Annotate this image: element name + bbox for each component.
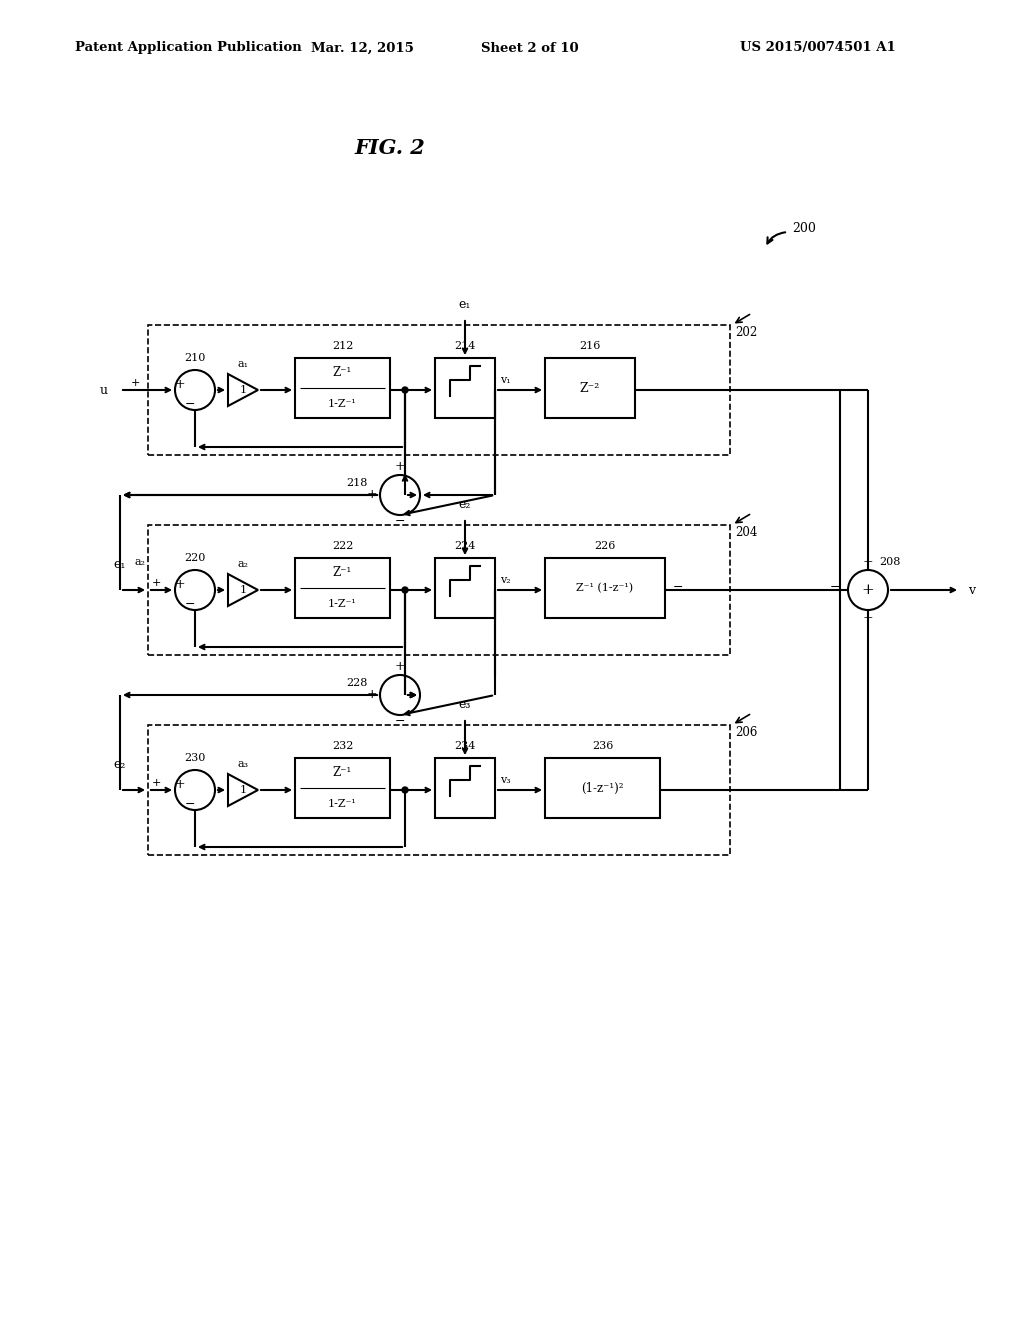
Text: +: + xyxy=(394,660,406,673)
Text: 1: 1 xyxy=(240,385,247,395)
Text: 234: 234 xyxy=(455,741,476,751)
Text: US 2015/0074501 A1: US 2015/0074501 A1 xyxy=(740,41,896,54)
Text: e₃: e₃ xyxy=(459,698,471,711)
Text: −: − xyxy=(829,581,840,594)
Text: 232: 232 xyxy=(332,741,353,751)
Text: −: − xyxy=(184,598,196,610)
Text: Mar. 12, 2015: Mar. 12, 2015 xyxy=(310,41,414,54)
Text: +: + xyxy=(152,777,161,788)
Text: v₂: v₂ xyxy=(500,576,511,585)
Text: 202: 202 xyxy=(735,326,758,339)
Text: 1-Z⁻¹: 1-Z⁻¹ xyxy=(328,599,357,609)
Text: Z⁻¹: Z⁻¹ xyxy=(333,565,352,578)
Text: e₂: e₂ xyxy=(114,759,126,771)
Text: 226: 226 xyxy=(594,541,615,550)
Bar xyxy=(295,358,390,418)
Text: Z⁻¹ (1-z⁻¹): Z⁻¹ (1-z⁻¹) xyxy=(577,583,634,593)
Text: 1-Z⁻¹: 1-Z⁻¹ xyxy=(328,799,357,809)
Text: a₂: a₂ xyxy=(134,557,145,568)
Text: 214: 214 xyxy=(455,341,476,351)
Text: v: v xyxy=(968,583,975,597)
Bar xyxy=(148,525,730,655)
Text: a₂: a₂ xyxy=(238,558,249,569)
Text: −: − xyxy=(184,397,196,411)
Text: u: u xyxy=(100,384,108,396)
Circle shape xyxy=(402,387,408,393)
Bar xyxy=(435,758,495,818)
Circle shape xyxy=(848,570,888,610)
Text: FIG. 2: FIG. 2 xyxy=(354,139,425,158)
Text: −: − xyxy=(394,515,406,528)
Text: (1-z⁻¹)²: (1-z⁻¹)² xyxy=(582,781,624,795)
Text: a₁: a₁ xyxy=(238,359,249,370)
Text: Z⁻²: Z⁻² xyxy=(580,381,600,395)
Text: v₁: v₁ xyxy=(500,375,511,385)
Polygon shape xyxy=(228,574,258,606)
Text: 206: 206 xyxy=(735,726,758,739)
Text: +: + xyxy=(130,378,139,388)
Text: +: + xyxy=(175,578,185,591)
Bar xyxy=(295,558,390,618)
Bar xyxy=(435,558,495,618)
Text: +: + xyxy=(175,779,185,792)
Circle shape xyxy=(380,675,420,715)
Text: v₃: v₃ xyxy=(500,775,511,785)
Polygon shape xyxy=(228,774,258,807)
Text: +: + xyxy=(367,488,377,502)
Text: 222: 222 xyxy=(332,541,353,550)
Text: 1-Z⁻¹: 1-Z⁻¹ xyxy=(328,399,357,409)
Text: e₂: e₂ xyxy=(459,499,471,511)
Circle shape xyxy=(175,770,215,810)
Text: −: − xyxy=(673,581,683,594)
Bar xyxy=(435,358,495,418)
Text: Z⁻¹: Z⁻¹ xyxy=(333,366,352,379)
Bar xyxy=(545,358,635,418)
Text: +: + xyxy=(367,689,377,701)
Text: e₁: e₁ xyxy=(459,298,471,312)
Text: −: − xyxy=(394,714,406,727)
Text: 228: 228 xyxy=(347,678,368,688)
Bar xyxy=(148,725,730,855)
Text: +: + xyxy=(152,578,161,587)
Text: 220: 220 xyxy=(184,553,206,564)
Circle shape xyxy=(175,570,215,610)
Text: 236: 236 xyxy=(592,741,613,751)
Text: Patent Application Publication: Patent Application Publication xyxy=(75,41,302,54)
Text: 212: 212 xyxy=(332,341,353,351)
Text: 204: 204 xyxy=(735,527,758,540)
Text: 218: 218 xyxy=(347,478,368,488)
Text: 1: 1 xyxy=(240,585,247,595)
Bar xyxy=(295,758,390,818)
Circle shape xyxy=(175,370,215,411)
Text: −: − xyxy=(184,797,196,810)
Circle shape xyxy=(402,587,408,593)
Circle shape xyxy=(380,475,420,515)
Bar xyxy=(545,558,665,618)
Text: 200: 200 xyxy=(792,222,816,235)
Text: +: + xyxy=(861,583,874,597)
Text: a₃: a₃ xyxy=(238,759,249,770)
Text: 210: 210 xyxy=(184,352,206,363)
Text: 224: 224 xyxy=(455,541,476,550)
Text: 216: 216 xyxy=(580,341,601,351)
Circle shape xyxy=(402,787,408,793)
Text: Sheet 2 of 10: Sheet 2 of 10 xyxy=(481,41,579,54)
Text: +: + xyxy=(862,556,873,569)
Text: +: + xyxy=(862,611,873,624)
Text: +: + xyxy=(175,379,185,392)
Text: 1: 1 xyxy=(240,785,247,795)
Text: Z⁻¹: Z⁻¹ xyxy=(333,766,352,779)
Bar xyxy=(545,758,660,818)
Polygon shape xyxy=(228,374,258,407)
Bar xyxy=(148,325,730,455)
Text: +: + xyxy=(394,461,406,474)
Text: 208: 208 xyxy=(880,557,901,568)
Text: 230: 230 xyxy=(184,752,206,763)
Text: e₁: e₁ xyxy=(114,558,126,572)
